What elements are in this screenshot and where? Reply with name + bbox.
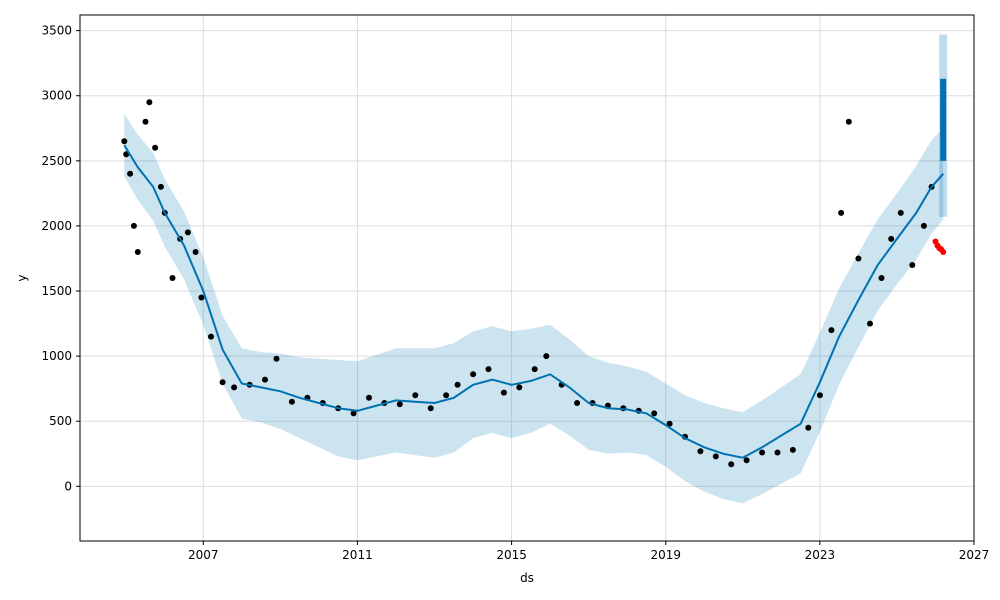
observed-point: [350, 410, 357, 417]
y-tick-label: 2500: [41, 154, 72, 168]
observed-point: [651, 410, 658, 417]
observed-point: [146, 99, 153, 106]
observed-point: [888, 235, 895, 242]
observed-point: [208, 333, 214, 340]
grid: [80, 15, 975, 541]
observed-point: [897, 209, 904, 216]
observed-point: [396, 401, 403, 408]
forecast-bar: [940, 78, 947, 161]
observed-point: [219, 379, 226, 386]
observed-point: [127, 170, 134, 177]
recent-points: [932, 238, 947, 255]
y-tick-label: 2000: [41, 219, 72, 233]
x-tick-label: 2023: [805, 548, 836, 562]
observed-point: [878, 275, 885, 281]
observed-point: [697, 448, 704, 455]
observed-point: [838, 209, 845, 216]
trend-line: [123, 144, 944, 459]
observed-point: [816, 392, 823, 399]
forecast-block: [939, 34, 948, 217]
observed-point: [169, 275, 176, 281]
observed-point: [412, 392, 419, 399]
y-axis-ticks: 0 500 1000 1500 2000 2500 3000 3500: [41, 24, 80, 493]
observed-point: [500, 389, 507, 396]
observed-point: [728, 461, 735, 468]
observed-point: [774, 449, 781, 456]
y-tick-label: 500: [49, 414, 72, 428]
observed-point: [123, 151, 130, 158]
observed-point: [543, 353, 550, 360]
observed-point: [427, 405, 434, 412]
observed-point: [867, 320, 873, 327]
observed-point: [531, 366, 538, 373]
x-axis-label: ds: [520, 571, 534, 585]
observed-point: [666, 420, 673, 427]
observed-point: [142, 118, 149, 125]
observed-point: [759, 449, 766, 456]
observed-point: [192, 249, 199, 255]
x-tick-label: 2015: [496, 548, 527, 562]
observed-point: [516, 384, 523, 391]
observed-point: [828, 327, 835, 334]
recent-point: [940, 249, 947, 255]
observed-point: [470, 371, 477, 378]
x-tick-label: 2011: [342, 548, 373, 562]
observed-point: [743, 457, 750, 464]
plot-frame: [79, 14, 975, 542]
observed-point: [485, 366, 492, 373]
x-axis-ticks: 2007 2011 2015 2019 2023 2027: [188, 541, 989, 562]
observed-point: [366, 394, 372, 401]
observed-point: [198, 294, 205, 301]
observed-point: [712, 453, 719, 460]
observed-point: [443, 392, 450, 399]
observed-point: [130, 222, 137, 229]
x-tick-label: 2019: [650, 548, 681, 562]
observed-point: [184, 229, 191, 236]
observed-point: [152, 144, 159, 151]
observed-point: [288, 398, 295, 405]
observed-point: [789, 446, 796, 453]
y-tick-label: 1500: [41, 284, 72, 298]
x-tick-label: 2007: [188, 548, 219, 562]
y-axis-label: y: [15, 274, 29, 281]
observed-point: [454, 381, 461, 388]
observed-point: [157, 183, 164, 190]
observed-point: [574, 400, 581, 406]
observed-point: [805, 424, 812, 431]
observed-point: [231, 384, 238, 391]
y-tick-label: 3000: [41, 89, 72, 103]
observed-point: [909, 262, 916, 268]
observed-point: [845, 118, 852, 125]
observed-point: [134, 249, 141, 255]
observed-points: [121, 99, 935, 468]
y-tick-label: 1000: [41, 349, 72, 363]
y-tick-label: 3500: [41, 24, 72, 38]
observed-point: [920, 222, 927, 229]
observed-point: [121, 138, 128, 145]
observed-point: [262, 376, 268, 383]
x-tick-label: 2027: [959, 548, 990, 562]
y-tick-label: 0: [64, 479, 72, 493]
trend-path: [123, 144, 944, 459]
observed-point: [273, 355, 280, 362]
observed-point: [855, 255, 862, 262]
